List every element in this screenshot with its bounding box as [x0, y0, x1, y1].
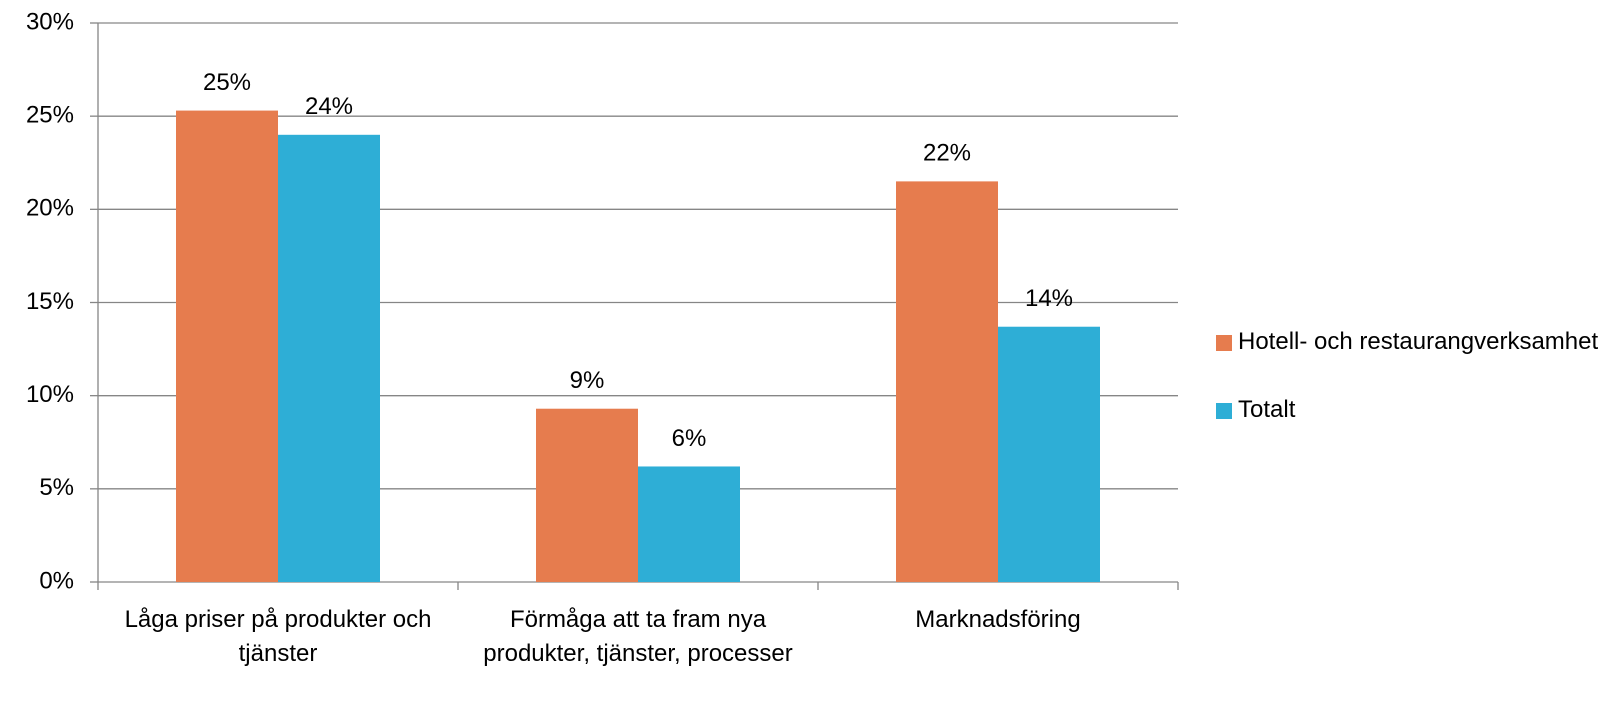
y-tick-label: 10%	[26, 381, 74, 408]
bar	[278, 134, 380, 583]
y-tick-label: 15%	[26, 288, 74, 315]
legend-swatch	[1216, 403, 1232, 419]
y-tick-label: 30%	[26, 8, 74, 35]
bar	[638, 466, 740, 582]
legend-label: Hotell- och restaurangverksamhet	[1238, 328, 1598, 355]
y-tick-label: 0%	[39, 567, 74, 594]
value-label: 24%	[305, 93, 353, 120]
value-label: 6%	[672, 425, 707, 452]
legend-swatch	[1216, 335, 1232, 351]
x-tick-label: Förmåga att ta fram nya produkter, tjänst…	[483, 606, 793, 667]
bar	[176, 110, 278, 583]
value-label: 22%	[923, 140, 971, 167]
y-tick-label: 20%	[26, 195, 74, 222]
bar	[896, 181, 998, 582]
value-label: 25%	[203, 69, 251, 96]
value-label: 9%	[570, 367, 605, 394]
x-tick-label: Låga priser på produkter och tjänster	[125, 606, 432, 667]
value-label: 14%	[1025, 285, 1073, 312]
legend-label: Totalt	[1238, 396, 1296, 423]
x-tick-label: Marknadsföring	[915, 606, 1080, 633]
y-tick-label: 25%	[26, 102, 74, 129]
bar	[998, 326, 1100, 582]
y-tick-label: 5%	[39, 474, 74, 501]
bar	[536, 408, 638, 582]
